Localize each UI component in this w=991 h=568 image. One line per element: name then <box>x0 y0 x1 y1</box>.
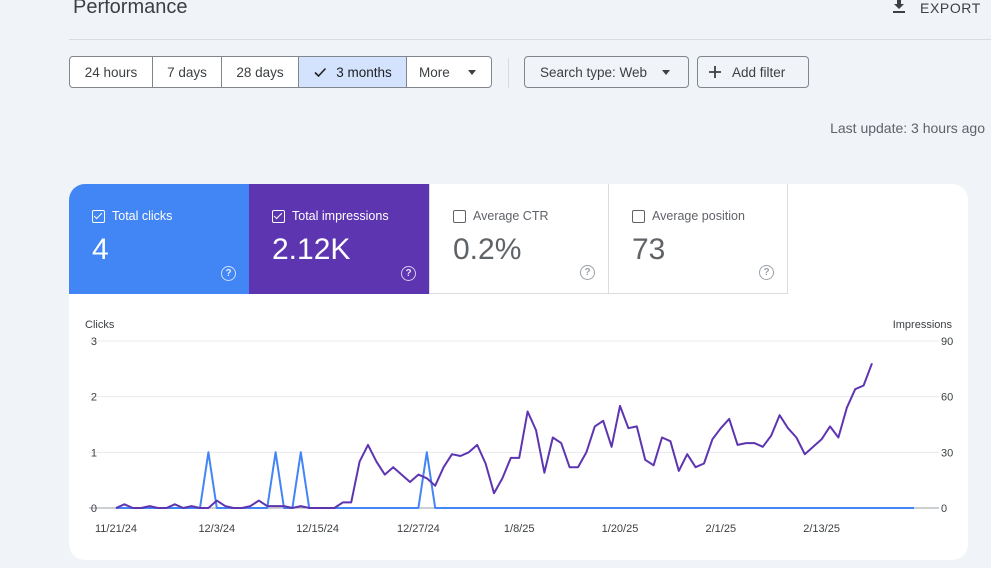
filter-divider <box>508 58 509 88</box>
range-label: 3 months <box>336 64 392 80</box>
x-tick-label: 12/3/24 <box>198 523 235 535</box>
range-24-hours[interactable]: 24 hours <box>70 57 153 87</box>
page-title: Performance <box>73 0 188 18</box>
y-right-tick-label: 30 <box>941 447 953 459</box>
last-update-text: Last update: 3 hours ago <box>830 120 985 136</box>
help-icon[interactable]: ? <box>401 266 416 281</box>
y-left-tick-label: 1 <box>91 447 97 459</box>
y-left-tick-label: 3 <box>91 336 97 348</box>
help-icon[interactable]: ? <box>221 266 236 281</box>
help-icon[interactable]: ? <box>580 265 595 280</box>
performance-card: Total clicks 4 ? Total impressions 2.12K… <box>69 184 968 560</box>
range-7-days[interactable]: 7 days <box>153 57 222 87</box>
x-tick-label: 2/13/25 <box>803 523 840 535</box>
x-tick-label: 12/15/24 <box>296 523 339 535</box>
range-label: 7 days <box>167 64 207 80</box>
metric-value: 0.2% <box>453 233 522 266</box>
x-tick-label: 1/8/25 <box>504 523 535 535</box>
range-28-days[interactable]: 28 days <box>222 57 299 87</box>
series-line-clicks <box>116 451 914 509</box>
y-right-axis-label: Impressions <box>893 319 953 331</box>
metric-average-ctr[interactable]: Average CTR 0.2% ? <box>429 184 609 294</box>
header-divider <box>69 39 991 40</box>
range-3-months[interactable]: 3 months <box>299 57 407 87</box>
x-tick-label: 1/20/25 <box>602 523 639 535</box>
y-left-tick-label: 2 <box>91 392 97 404</box>
metric-value: 73 <box>632 233 666 266</box>
search-type-dropdown[interactable]: Search type: Web <box>524 56 689 88</box>
export-label: EXPORT <box>920 0 981 16</box>
export-button[interactable]: EXPORT <box>890 0 981 16</box>
performance-chart: 0 0 1 30 2 60 3 90 Clicks Impressions 11/21/24 12/3… <box>85 319 953 535</box>
plus-icon <box>709 66 721 78</box>
checkbox-icon <box>92 209 105 223</box>
y-right-tick-label: 0 <box>941 503 947 515</box>
add-filter-label: Add filter <box>732 64 786 80</box>
search-type-label: Search type: Web <box>540 64 648 80</box>
y-right-tick-label: 90 <box>941 336 953 348</box>
x-tick-label: 12/27/24 <box>397 523 440 535</box>
y-right-tick-label: 60 <box>941 392 953 404</box>
metric-label: Average CTR <box>473 209 549 223</box>
help-icon[interactable]: ? <box>759 265 774 280</box>
series-line-impressions <box>115 362 873 509</box>
y-left-tick-label: 0 <box>91 503 97 515</box>
checkbox-icon <box>272 209 285 223</box>
metric-label: Total clicks <box>112 209 173 223</box>
metric-label: Average position <box>652 209 745 223</box>
x-tick-label: 11/21/24 <box>95 523 137 535</box>
checkmark-icon <box>314 67 327 78</box>
add-filter-button[interactable]: Add filter <box>697 56 809 88</box>
chevron-down-icon <box>467 69 476 75</box>
checkbox-icon <box>632 209 645 223</box>
metric-total-impressions[interactable]: Total impressions 2.12K ? <box>249 184 429 294</box>
metric-average-position[interactable]: Average position 73 ? <box>608 184 788 294</box>
metric-label: Total impressions <box>292 209 389 223</box>
download-icon <box>890 0 908 15</box>
range-more-dropdown[interactable]: More <box>407 57 491 87</box>
range-label: 28 days <box>236 64 284 80</box>
metric-total-clicks[interactable]: Total clicks 4 ? <box>69 184 249 294</box>
range-label: More <box>419 64 450 80</box>
metric-value: 4 <box>92 233 109 266</box>
y-left-axis-label: Clicks <box>85 319 115 331</box>
x-tick-label: 2/1/25 <box>706 523 737 535</box>
date-range-selector: 24 hours 7 days 28 days 3 months More <box>69 56 492 88</box>
chevron-down-icon <box>662 69 671 75</box>
range-label: 24 hours <box>84 64 138 80</box>
checkbox-icon <box>453 209 466 223</box>
metric-value: 2.12K <box>272 233 351 266</box>
